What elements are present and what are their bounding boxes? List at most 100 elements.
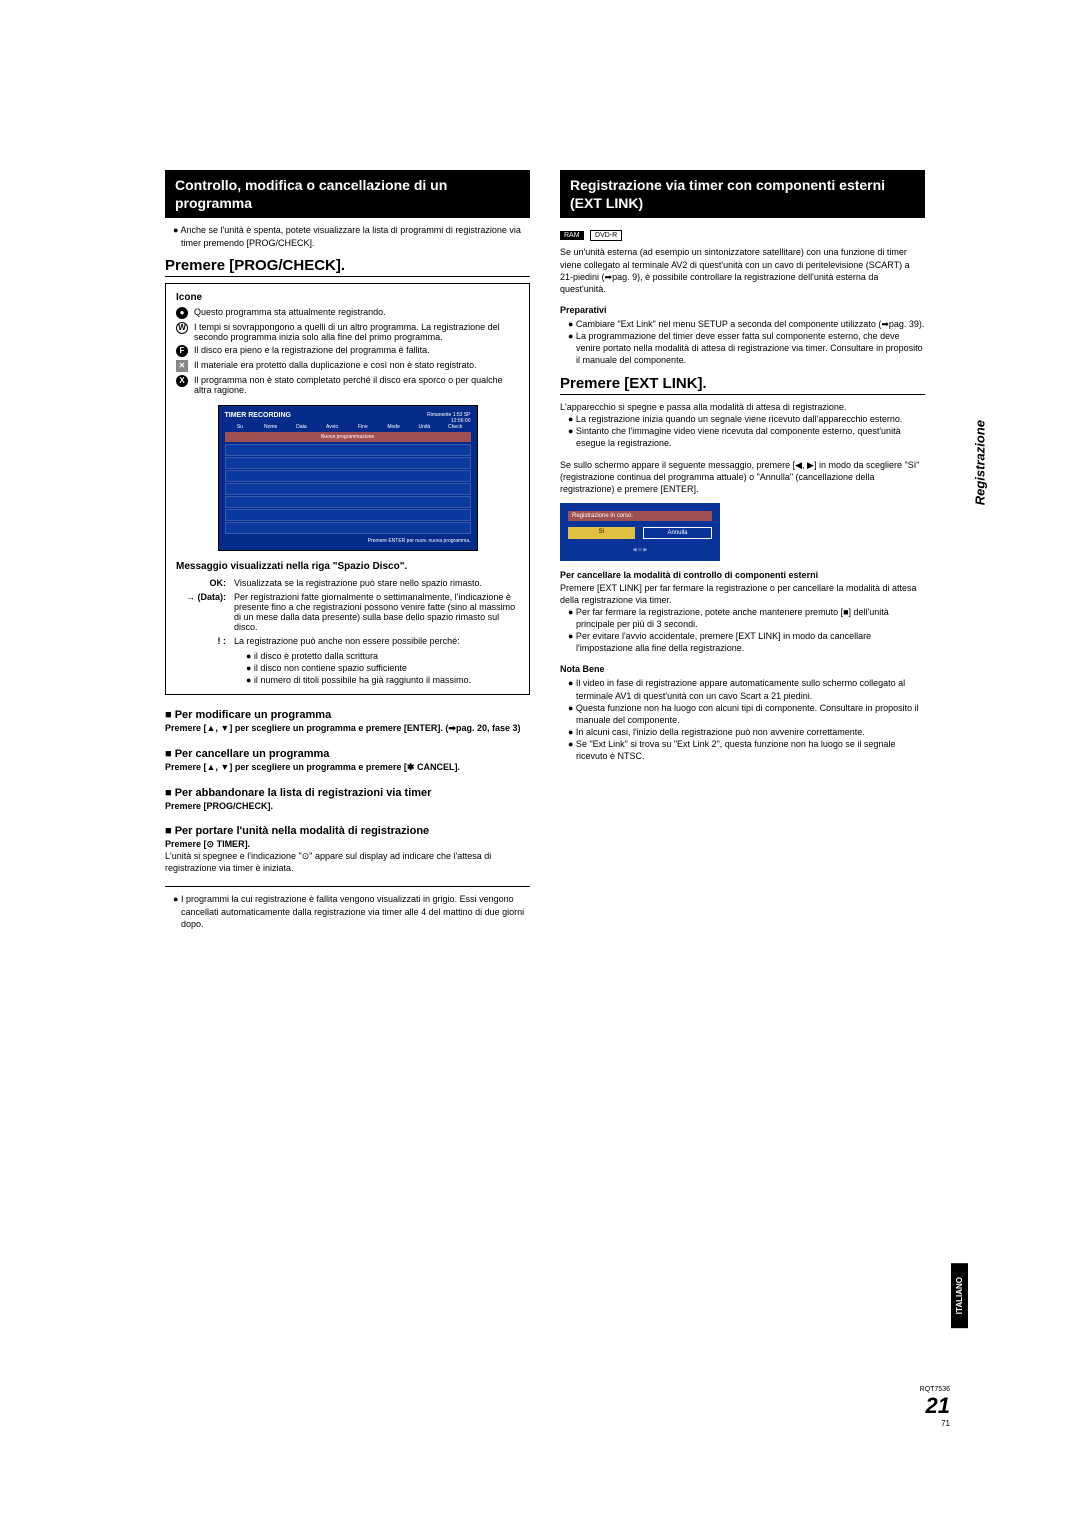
timer-col-header: Check (440, 424, 471, 430)
block-instr: Premere [▲, ▼] per scegliere un programm… (165, 762, 530, 773)
block-instr: Premere [⊙ TIMER]. (165, 839, 530, 850)
badge-dvdr: DVD-R (590, 230, 622, 241)
dialog-buttons: Sì Annulla (568, 527, 712, 539)
timer-col-header: Mode (378, 424, 409, 430)
right-subhead: Premere [EXT LINK]. (560, 375, 925, 395)
timer-row (225, 509, 471, 521)
timer-row (225, 444, 471, 456)
bullet-item: ● La programmazione del timer deve esser… (568, 330, 925, 366)
msg-title: Messaggio visualizzati nella riga "Spazi… (176, 561, 519, 572)
icon-row: ● Questo programma sta attualmente regist… (176, 307, 519, 319)
icon-text: Questo programma sta attualmente registr… (194, 307, 386, 319)
icon-text: Il disco era pieno e la registrazione de… (194, 345, 430, 357)
msg-label: ! : (176, 636, 226, 646)
timer-title: TIMER RECORDING (225, 412, 292, 422)
left-intro: ● Anche se l'unità è spenta, potete visu… (173, 224, 530, 248)
bullet-item: ● In alcuni casi, l'inizio della registr… (568, 726, 925, 738)
cancel-bullets: ● Per far fermare la registrazione, pote… (560, 606, 925, 655)
page-columns: Controllo, modifica o cancellazione di u… (165, 170, 925, 930)
timer-row (225, 483, 471, 495)
after-bullets: ● La registrazione inizia quando un segn… (560, 413, 925, 449)
icon-text: I tempi si sovrappongono a quelli di un … (194, 322, 519, 342)
icon-glyph: ✕ (176, 360, 188, 372)
bullet-item: ● Per evitare l'avvio accidentale, preme… (568, 630, 925, 654)
timer-col-header: Su (225, 424, 256, 430)
right-after: L'apparecchio si spegne e passa alla mod… (560, 401, 925, 413)
separator (165, 886, 530, 887)
timer-newprog: Nuova programmazione (225, 432, 471, 442)
left-blocks: Per modificare un programmaPremere [▲, ▼… (165, 709, 530, 850)
icon-row: F Il disco era pieno e la registrazione d… (176, 345, 519, 357)
block-instr: Premere [PROG/CHECK]. (165, 801, 530, 811)
bullet-item: ● Questa funzione non ha luogo con alcun… (568, 702, 925, 726)
icon-glyph: F (176, 345, 188, 357)
icon-row: W I tempi si sovrappongono a quelli di un… (176, 322, 519, 342)
dialog-yes[interactable]: Sì (568, 527, 635, 539)
badges: RAM DVD-R (560, 224, 925, 242)
timer-col-header: Avvio (317, 424, 348, 430)
timer-headers: SuNomeDataAvvioFineModeUnitàCheck (225, 424, 471, 430)
unit-off-note: L'unità si spegnee e l'indicazione "⊙" a… (165, 850, 530, 874)
bullet-item: ● Se "Ext Link" si trova su "Ext Link 2"… (568, 738, 925, 762)
timer-row (225, 496, 471, 508)
msg-row: OK:Visualizzata se la registrazione può … (176, 578, 519, 588)
timer-screen: TIMER RECORDING Rimanente 1:53 SP 12:56:… (218, 405, 478, 551)
msg-subitem: ● il numero di titoli possibile ha già r… (246, 674, 519, 686)
msg-table: OK:Visualizzata se la registrazione può … (176, 578, 519, 646)
msg-subitem: ● il disco non contiene spazio sufficien… (246, 662, 519, 674)
msg-desc: La registrazione può anche non essere po… (234, 636, 519, 646)
msg-row: → (Data):Per registrazioni fatte giornal… (176, 592, 519, 632)
msg-label: OK: (176, 578, 226, 588)
msg-label: → (Data): (176, 592, 226, 632)
timer-footer-right: Premere ENTER per nuov. nuova programma. (368, 538, 471, 544)
bullet-item: ● Sintanto che l'immagine video viene ri… (568, 425, 925, 449)
icon-row: ✕ Il materiale era protetto dalla duplica… (176, 360, 519, 372)
icons-title: Icone (176, 292, 519, 303)
icon-row: X Il programma non è stato completato per… (176, 375, 519, 395)
left-header: Controllo, modifica o cancellazione di u… (165, 170, 530, 218)
dialog-nav-icon: ◀ ⊙ ▶ (568, 547, 712, 553)
bullet-item: ● Il video in fase di registrazione appa… (568, 677, 925, 701)
icon-text: Il materiale era protetto dalla duplicaz… (194, 360, 477, 372)
right-intro: Se un'unità esterna (ad esempio un sinto… (560, 246, 925, 295)
timer-remain: Rimanente 1:53 SP (427, 412, 470, 418)
left-subhead: Premere [PROG/CHECK]. (165, 257, 530, 277)
timer-col-header: Data (286, 424, 317, 430)
bullet-item: ● La registrazione inizia quando un segn… (568, 413, 925, 425)
timer-col-header: Nome (255, 424, 286, 430)
nota-title: Nota Bene (560, 664, 925, 674)
side-tab: Registrazione (972, 420, 987, 505)
page-small: 71 (920, 1419, 950, 1428)
bullet-item: ● Per far fermare la registrazione, pote… (568, 606, 925, 630)
icon-glyph: X (176, 375, 188, 387)
prep-list: ● Cambiare "Ext Link" nel menu SETUP a s… (560, 318, 925, 367)
badge-ram: RAM (560, 231, 584, 240)
msg-sublist: ● il disco è protetto dalla scrittura● i… (246, 650, 519, 686)
icon-glyph: W (176, 322, 188, 334)
timer-row (225, 457, 471, 469)
right-column: Registrazione via timer con componenti e… (560, 170, 925, 930)
timer-footer: Premere ENTER per nuov. nuova programma. (225, 538, 471, 544)
cancel-title: Per cancellare la modalità di controllo … (560, 569, 925, 581)
icons-box: Icone ● Questo programma sta attualmente … (165, 283, 530, 695)
block-title: Per cancellare un programma (165, 748, 530, 760)
msg-row: ! : La registrazione può anche non essere… (176, 636, 519, 646)
left-footnote-text: I programmi la cui registrazione è falli… (181, 894, 524, 928)
lang-tab: ITALIANO (951, 1263, 968, 1328)
left-intro-text: Anche se l'unità è spenta, potete visual… (180, 225, 520, 247)
dialog-cancel[interactable]: Annulla (643, 527, 712, 539)
block-title: Per abbandonare la lista di registrazion… (165, 787, 530, 799)
icon-text: Il programma non è stato completato perc… (194, 375, 519, 395)
icon-list: ● Questo programma sta attualmente regist… (176, 307, 519, 395)
cancel-text: Premere [EXT LINK] per far fermare la re… (560, 582, 925, 606)
block-instr: Premere [▲, ▼] per scegliere un programm… (165, 723, 530, 734)
bullet-item: ● Cambiare "Ext Link" nel menu SETUP a s… (568, 318, 925, 330)
left-column: Controllo, modifica o cancellazione di u… (165, 170, 530, 930)
icon-glyph: ● (176, 307, 188, 319)
dialog-box: Registrazione in corso. Sì Annulla ◀ ⊙ ▶ (560, 503, 720, 561)
timer-row (225, 522, 471, 534)
left-footnote: ● I programmi la cui registrazione è fal… (173, 893, 530, 929)
timer-col-header: Unità (409, 424, 440, 430)
block-title: Per portare l'unità nella modalità di re… (165, 825, 530, 837)
page-big: 21 (920, 1393, 950, 1419)
